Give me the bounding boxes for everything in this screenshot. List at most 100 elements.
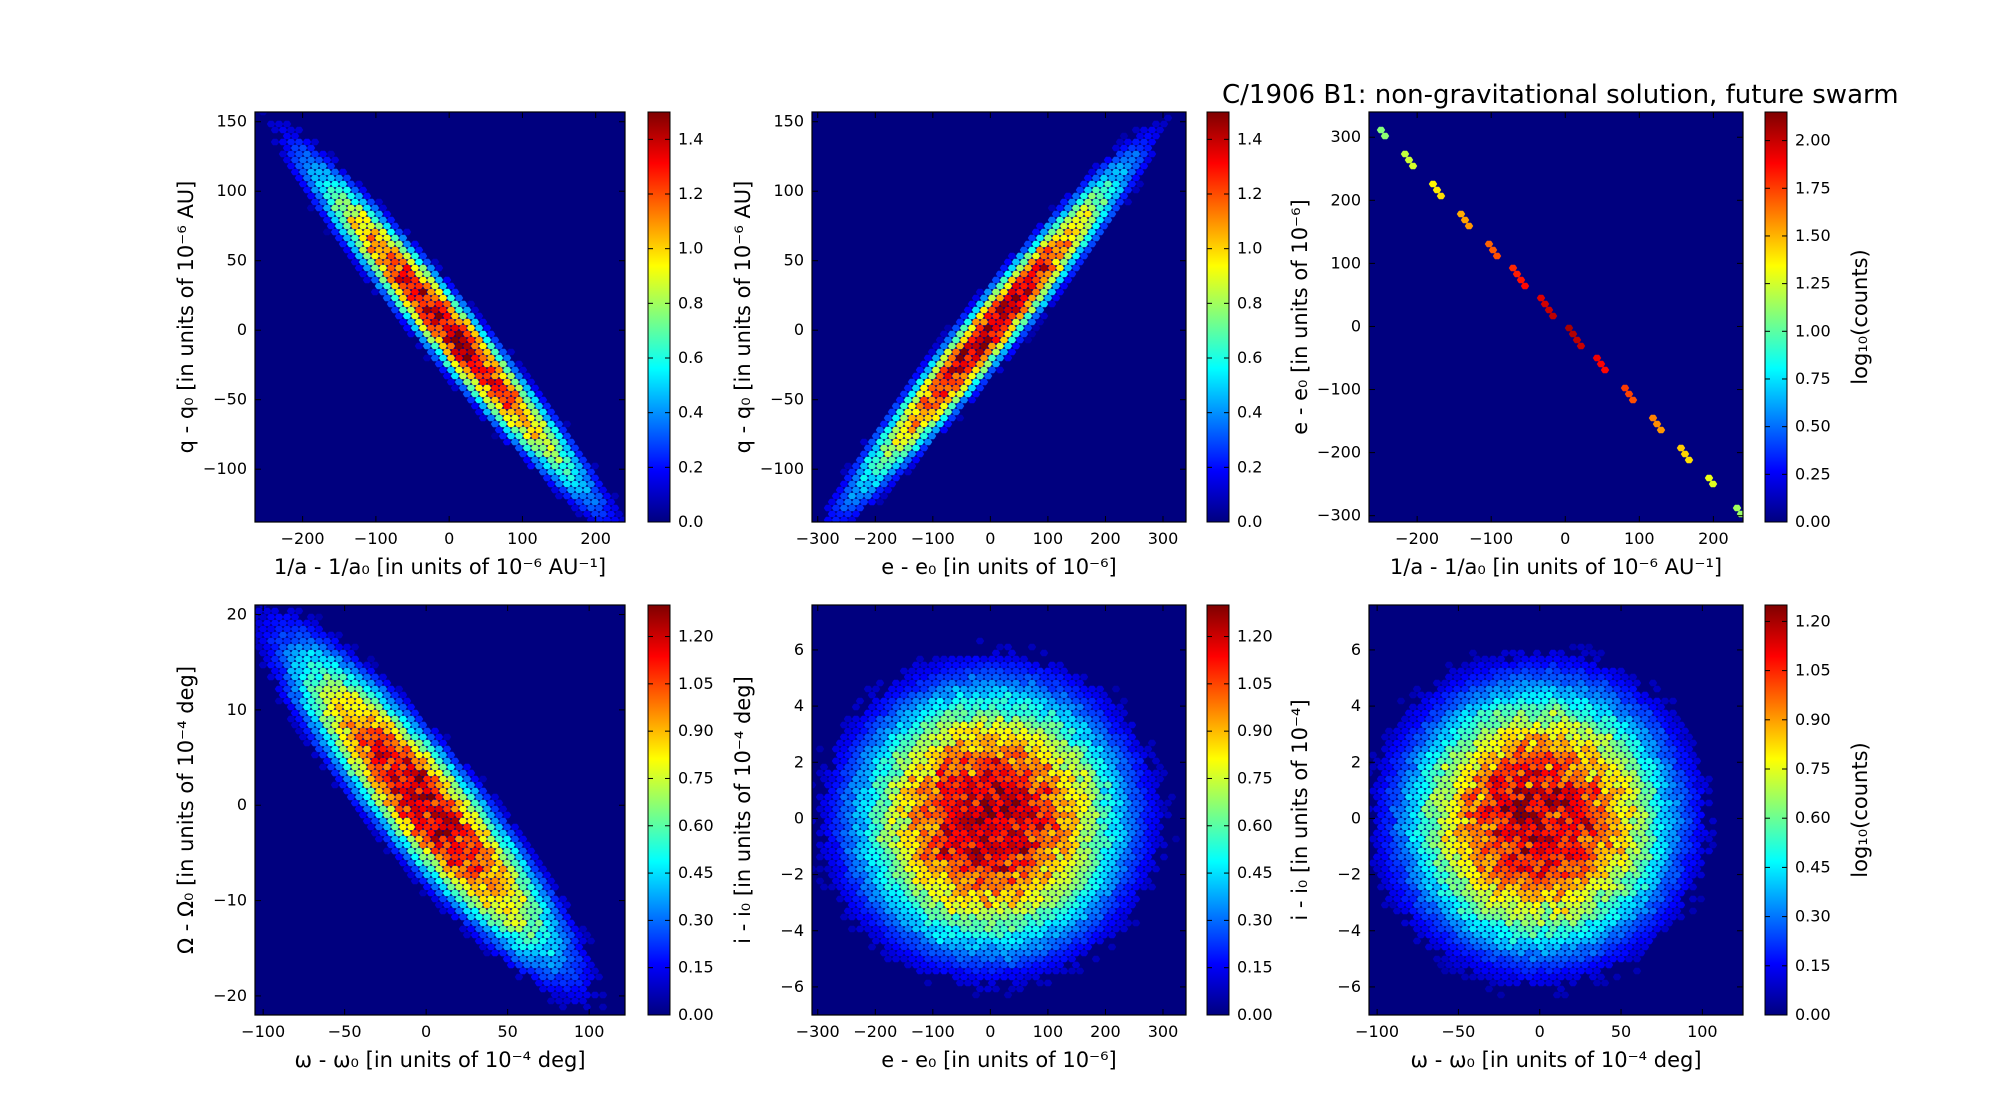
hexbin-cell bbox=[995, 282, 1005, 290]
hexbin-cell bbox=[887, 793, 897, 801]
hexbin-cell bbox=[1624, 691, 1634, 699]
hexbin-cell bbox=[494, 414, 504, 422]
colorbar-tick-label: 1.2 bbox=[678, 184, 703, 203]
hexbin-cell bbox=[875, 799, 885, 807]
hexbin-cell bbox=[1480, 655, 1490, 663]
hexbin-cell bbox=[262, 631, 272, 639]
hexbin-cell bbox=[959, 841, 969, 849]
hexbin-cell bbox=[1027, 282, 1037, 290]
hexbin-cell bbox=[943, 721, 953, 729]
hexbin-cell bbox=[270, 138, 280, 146]
hexbin-cell bbox=[895, 781, 905, 789]
hexbin-cell bbox=[887, 913, 897, 921]
hexbin-cell bbox=[1063, 817, 1073, 825]
hexbin-cell bbox=[1616, 727, 1626, 735]
hexbin-cell bbox=[1500, 673, 1510, 681]
hexbin-cell bbox=[398, 294, 408, 302]
hexbin-cell bbox=[462, 871, 472, 879]
hexbin-cell bbox=[294, 643, 304, 651]
hexbin-cell bbox=[947, 715, 957, 723]
hexbin-cell bbox=[1552, 679, 1562, 687]
hexbin-cell bbox=[1588, 709, 1598, 717]
hexbin-cell bbox=[923, 775, 933, 783]
hexbin-cell bbox=[354, 793, 364, 801]
hexbin-cell bbox=[406, 787, 416, 795]
hexbin-cell bbox=[1488, 703, 1498, 711]
hexbin-cell bbox=[923, 979, 933, 987]
hexbin-cell bbox=[1067, 198, 1077, 206]
hexbin-cell bbox=[474, 937, 484, 945]
hexbin-cell bbox=[979, 895, 989, 903]
hexbin-cell bbox=[1039, 673, 1049, 681]
hexbin-cell bbox=[558, 919, 568, 927]
hexbin-cell bbox=[1063, 769, 1073, 777]
hexbin-cell bbox=[598, 486, 608, 494]
hexbin-cell bbox=[959, 913, 969, 921]
hexbin-cell bbox=[875, 787, 885, 795]
hexbin-cell bbox=[959, 949, 969, 957]
hexbin-cell bbox=[999, 973, 1009, 981]
hexbin-cell bbox=[390, 306, 400, 314]
hexbin-cell bbox=[286, 607, 296, 615]
hexbin-cell bbox=[991, 913, 1001, 921]
hexbin-cell bbox=[1043, 787, 1053, 795]
hexbin-cell bbox=[394, 757, 404, 765]
hexbin-cell bbox=[422, 847, 432, 855]
hexbin-cell bbox=[823, 853, 833, 861]
hexbin-cell bbox=[879, 444, 889, 452]
hexbin-cell bbox=[378, 829, 388, 837]
hexbin-cell bbox=[863, 456, 873, 464]
hexbin-cell bbox=[398, 270, 408, 278]
hexbin-cell bbox=[935, 877, 945, 885]
hexbin-cell bbox=[314, 649, 324, 657]
hexbin-cell bbox=[394, 817, 404, 825]
hexbin-cell bbox=[410, 709, 420, 717]
hexbin-cell bbox=[1103, 156, 1113, 164]
hexbin-cell bbox=[502, 823, 512, 831]
hexbin-cell bbox=[478, 931, 488, 939]
hexbin-cell bbox=[903, 793, 913, 801]
hexbin-cell bbox=[1095, 697, 1105, 705]
hexbin-cell bbox=[1408, 703, 1418, 711]
hexbin-cell bbox=[955, 955, 965, 963]
hexbin-cell bbox=[1520, 655, 1530, 663]
hexbin-cell bbox=[522, 961, 532, 969]
hexbin-cell bbox=[935, 360, 945, 368]
hexbin-cell bbox=[991, 745, 1001, 753]
hexbin-cell bbox=[458, 360, 468, 368]
hexbin-cell bbox=[366, 679, 376, 687]
hexbin-cell bbox=[1440, 715, 1450, 723]
hexbin-cell bbox=[438, 306, 448, 314]
hexbin-cell bbox=[1143, 865, 1153, 873]
hexbin-cell bbox=[847, 757, 857, 765]
hexbin-cell bbox=[378, 721, 388, 729]
hexbin-cell bbox=[478, 787, 488, 795]
hexbin-cell bbox=[999, 865, 1009, 873]
hexbin-cell bbox=[526, 859, 536, 867]
hexbin-cell bbox=[346, 769, 356, 777]
hexbin-cell bbox=[414, 306, 424, 314]
hexbin-cell bbox=[931, 811, 941, 819]
hexbin-cell bbox=[1604, 745, 1614, 753]
hexbin-cell bbox=[1003, 354, 1013, 362]
hexbin-cell bbox=[859, 895, 869, 903]
hexbin-cell bbox=[1139, 847, 1149, 855]
hexbin-cell bbox=[418, 793, 428, 801]
hexbin-cell bbox=[506, 408, 516, 416]
hexbin-cell bbox=[278, 631, 288, 639]
hexbin-cell bbox=[987, 895, 997, 903]
hexbin-cell bbox=[995, 823, 1005, 831]
hexbin-cell bbox=[1536, 679, 1546, 687]
hexbin-cell bbox=[1007, 312, 1017, 320]
hexbin-cell bbox=[963, 847, 973, 855]
hexbin-cell bbox=[518, 390, 528, 398]
hexbin-cell bbox=[322, 156, 332, 164]
hexbin-cell bbox=[1103, 216, 1113, 224]
hexbin-cell bbox=[450, 901, 460, 909]
hexbin-cell bbox=[298, 697, 308, 705]
hexbin-cell bbox=[943, 757, 953, 765]
hexbin-cell bbox=[1015, 264, 1025, 272]
hexbin-cell bbox=[967, 781, 977, 789]
hexbin-cell bbox=[1099, 703, 1109, 711]
hexbin-cell bbox=[442, 901, 452, 909]
